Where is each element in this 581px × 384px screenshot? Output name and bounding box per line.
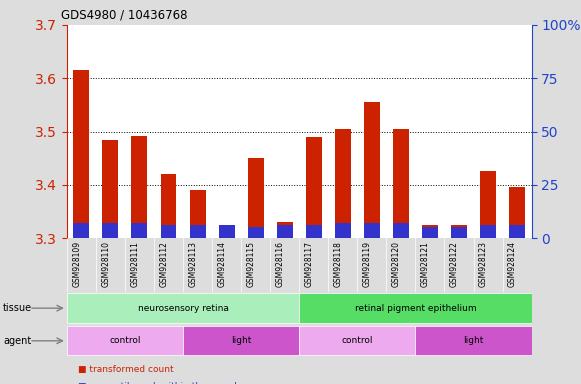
- Text: GSM928116: GSM928116: [276, 241, 285, 287]
- Bar: [451, 227, 467, 238]
- Bar: [248, 158, 264, 238]
- Text: light: light: [231, 336, 252, 345]
- Text: ■ transformed count: ■ transformed count: [78, 365, 174, 374]
- Text: retinal pigment epithelium: retinal pigment epithelium: [354, 304, 476, 313]
- Text: GSM928119: GSM928119: [363, 241, 372, 287]
- Text: tissue: tissue: [3, 303, 32, 313]
- Bar: [160, 174, 177, 238]
- Text: agent: agent: [3, 336, 31, 346]
- Bar: [451, 225, 467, 238]
- Bar: [422, 227, 438, 238]
- Text: GSM928123: GSM928123: [479, 241, 488, 287]
- Bar: [509, 225, 525, 238]
- Text: GSM928113: GSM928113: [189, 241, 198, 287]
- Bar: [335, 223, 351, 238]
- Text: ■ percentile rank within the sample: ■ percentile rank within the sample: [78, 382, 243, 384]
- Bar: [364, 223, 380, 238]
- Text: GSM928115: GSM928115: [247, 241, 256, 287]
- Text: GSM928110: GSM928110: [102, 241, 110, 287]
- Bar: [422, 225, 438, 238]
- Bar: [480, 172, 496, 238]
- Text: light: light: [463, 336, 484, 345]
- Text: GSM928122: GSM928122: [450, 241, 459, 286]
- Bar: [218, 227, 235, 238]
- Text: neurosensory retina: neurosensory retina: [138, 304, 228, 313]
- Text: control: control: [109, 336, 141, 345]
- Bar: [102, 139, 119, 238]
- Bar: [73, 223, 89, 238]
- Text: GSM928120: GSM928120: [392, 241, 401, 287]
- Text: GSM928112: GSM928112: [160, 241, 168, 286]
- Text: GSM928117: GSM928117: [305, 241, 314, 287]
- Bar: [277, 222, 293, 238]
- Bar: [218, 225, 235, 238]
- Bar: [306, 137, 322, 238]
- Bar: [393, 223, 409, 238]
- Bar: [393, 129, 409, 238]
- Bar: [131, 223, 148, 238]
- Text: GSM928124: GSM928124: [508, 241, 517, 287]
- Bar: [189, 225, 206, 238]
- Text: GSM928121: GSM928121: [421, 241, 430, 286]
- Bar: [67, 326, 183, 356]
- Text: GSM928109: GSM928109: [73, 241, 81, 287]
- Bar: [160, 225, 177, 238]
- Text: GSM928114: GSM928114: [218, 241, 227, 287]
- Bar: [277, 225, 293, 238]
- Text: GDS4980 / 10436768: GDS4980 / 10436768: [61, 8, 188, 21]
- Text: GSM928118: GSM928118: [334, 241, 343, 286]
- Bar: [183, 326, 299, 356]
- Bar: [299, 326, 415, 356]
- Bar: [509, 187, 525, 238]
- Bar: [73, 70, 89, 238]
- Bar: [480, 225, 496, 238]
- Bar: [299, 293, 532, 323]
- Bar: [415, 326, 532, 356]
- Bar: [102, 223, 119, 238]
- Bar: [189, 190, 206, 238]
- Bar: [248, 227, 264, 238]
- Text: GSM928111: GSM928111: [131, 241, 139, 286]
- Bar: [67, 293, 299, 323]
- Bar: [364, 102, 380, 238]
- Bar: [306, 225, 322, 238]
- Bar: [335, 129, 351, 238]
- Bar: [131, 136, 148, 238]
- Text: control: control: [342, 336, 373, 345]
